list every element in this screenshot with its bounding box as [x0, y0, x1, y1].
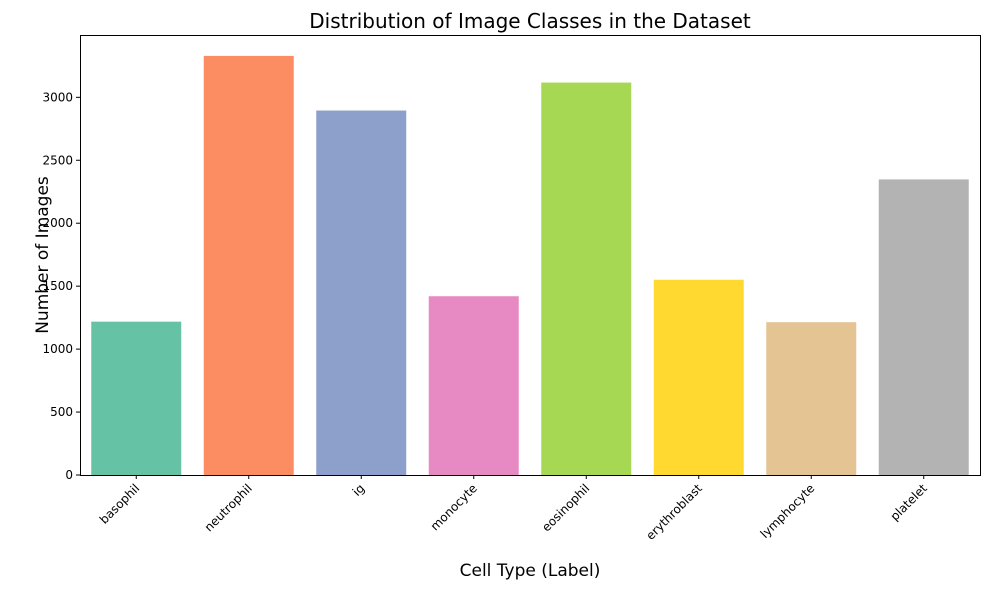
y-tick-label: 2500 — [42, 153, 73, 167]
x-tick-label: neutrophil — [202, 481, 255, 534]
y-tick-label: 0 — [65, 468, 73, 482]
bar-neutrophil — [203, 55, 294, 476]
x-tick-label: lymphocyte — [758, 481, 818, 541]
bar-basophil — [91, 321, 182, 475]
x-tick-label: monocyte — [428, 481, 480, 533]
x-tick-label: ig — [350, 481, 368, 499]
bars-group — [91, 55, 969, 476]
y-tick-label: 500 — [50, 405, 73, 419]
x-axis: basophil neutrophil ig monocyte eosinophil er… — [97, 475, 930, 543]
x-tick-label: platelet — [888, 481, 931, 524]
y-axis: 0 500 1000 1500 2000 2500 3000 — [42, 90, 80, 482]
plot-frame — [80, 35, 981, 476]
bar-eosinophil — [541, 82, 632, 475]
bar-ig — [316, 110, 407, 475]
y-tick-label: 2000 — [42, 216, 73, 230]
y-tick-label: 1000 — [42, 342, 73, 356]
x-tick-label: erythroblast — [643, 481, 705, 543]
y-tick-label: 1500 — [42, 279, 73, 293]
x-axis-label: Cell Type (Label) — [460, 561, 601, 581]
x-tick-label: eosinophil — [539, 481, 592, 534]
bar-lymphocyte — [766, 322, 857, 475]
bar-platelet — [878, 179, 969, 475]
bar-erythroblast — [653, 279, 744, 475]
y-axis-label: Number of Images — [33, 176, 53, 334]
chart-title: Distribution of Image Classes in the Dat… — [309, 9, 751, 33]
bar-monocyte — [428, 296, 519, 475]
y-tick-label: 3000 — [42, 90, 73, 104]
x-tick-label: basophil — [97, 481, 143, 527]
